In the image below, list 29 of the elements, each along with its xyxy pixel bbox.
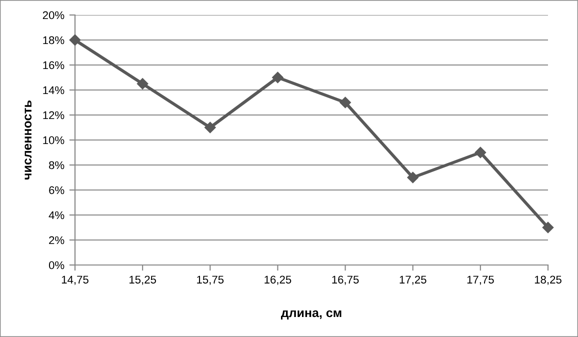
point <box>136 78 148 90</box>
y-tick-label: 18% <box>43 36 64 44</box>
y-tick-label: 12% <box>43 111 64 120</box>
x-tick-label: 17,25 <box>400 276 426 285</box>
y-tick-label: 0% <box>48 261 64 270</box>
y-tick-label: 4% <box>48 211 64 220</box>
y-tick-label: 8% <box>49 161 64 170</box>
point <box>474 146 486 158</box>
y-tick-label: 6% <box>49 186 64 194</box>
x-tick-label: 15,75 <box>197 276 224 285</box>
point <box>204 122 216 134</box>
x-axis-title: длина, см <box>280 310 342 320</box>
x-tick-label: 14,75 <box>62 276 88 285</box>
point <box>272 72 284 84</box>
y-tick-label: 14% <box>43 86 64 94</box>
point <box>340 96 351 108</box>
x-tick-label: 18,25 <box>534 276 562 285</box>
y-tick-label: 20% <box>42 11 64 20</box>
y-axis-title: численность <box>24 100 32 180</box>
point <box>69 34 81 46</box>
x-tick-label: 16,75 <box>332 276 359 285</box>
point <box>542 222 554 234</box>
x-tick-label: 17,75 <box>467 276 494 285</box>
y-tick-label: 2% <box>49 236 64 244</box>
x-tick-label: 15,25 <box>130 276 156 285</box>
point <box>407 172 418 184</box>
y-tick-label: 10% <box>43 136 64 144</box>
y-tick-label: 16% <box>43 61 64 70</box>
x-tick-label: 16,25 <box>264 276 292 285</box>
